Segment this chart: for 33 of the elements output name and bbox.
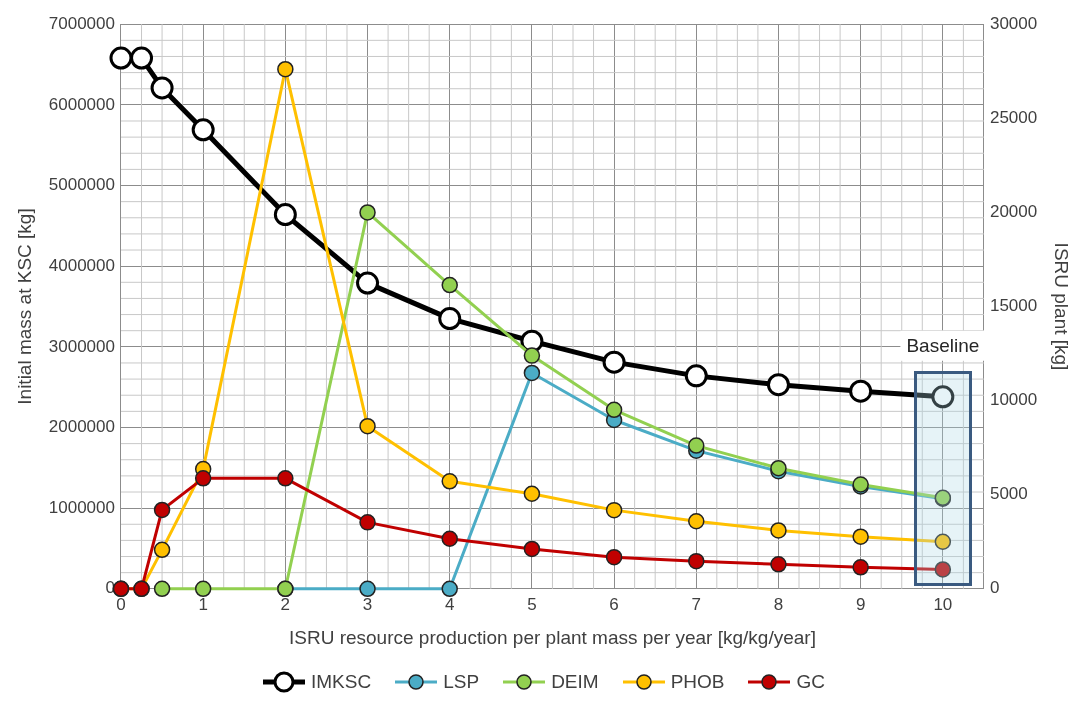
y-tick-label: 3000000 bbox=[48, 336, 115, 356]
x-tick-label: 5 bbox=[527, 594, 537, 614]
x-tick-label: 2 bbox=[280, 594, 291, 614]
y-tick-label: 2000000 bbox=[48, 417, 115, 437]
y-axis-title: Initial mass at KSC [kg] bbox=[13, 208, 35, 405]
y2-tick-label: 20000 bbox=[989, 202, 1038, 222]
x-tick-label: 7 bbox=[691, 594, 702, 614]
y-tick-label: 1000000 bbox=[48, 497, 115, 517]
legend-label: GC bbox=[796, 671, 825, 693]
x-tick-label: 8 bbox=[773, 594, 784, 614]
y-tick-label: 4000000 bbox=[48, 255, 115, 275]
legend-label: DEIM bbox=[551, 671, 599, 693]
x-tick-label: 1 bbox=[198, 594, 208, 614]
y2-tick-label: 10000 bbox=[989, 390, 1038, 410]
legend-label: IMKSC bbox=[311, 671, 372, 693]
y-tick-label: 5000000 bbox=[48, 175, 115, 195]
x-tick-label: 9 bbox=[855, 594, 866, 614]
x-axis-title: ISRU resource production per plant mass per year [kg/kg/year] bbox=[288, 626, 816, 648]
y2-tick-label: 5000 bbox=[989, 484, 1028, 504]
y2-tick-label: 25000 bbox=[989, 107, 1038, 127]
x-tick-label: 10 bbox=[933, 594, 953, 614]
x-tick-label: 6 bbox=[609, 594, 619, 614]
y2-tick-label: 15000 bbox=[989, 296, 1038, 316]
legend-label: LSP bbox=[443, 671, 480, 693]
legend-label: PHOB bbox=[670, 671, 725, 693]
y2-tick-label: 30000 bbox=[989, 13, 1038, 33]
y-tick-label: 7000000 bbox=[48, 13, 115, 33]
annotation: Baseline bbox=[906, 335, 980, 357]
x-tick-label: 3 bbox=[362, 594, 373, 614]
y2-axis-title: ISRU plant [kg] bbox=[1051, 242, 1073, 371]
y2-tick-label: 0 bbox=[989, 578, 1000, 598]
x-tick-label: 4 bbox=[444, 594, 455, 614]
y-tick-label: 6000000 bbox=[48, 94, 115, 114]
